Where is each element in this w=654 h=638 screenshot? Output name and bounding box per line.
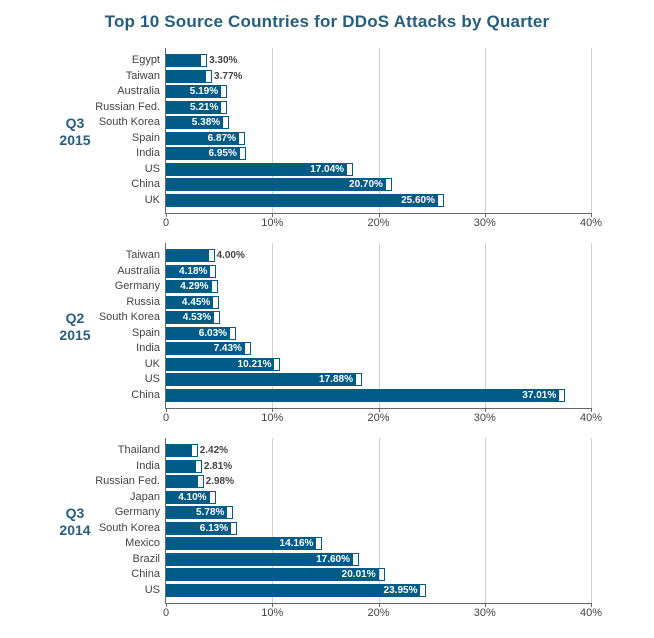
bar-outline bbox=[166, 249, 215, 262]
plot-area: 010%20%30%40%Taiwan4.00%4.18%Australia4.… bbox=[165, 243, 591, 409]
x-tick-label: 20% bbox=[367, 412, 389, 424]
category-label: UK bbox=[145, 358, 160, 371]
x-tick-label: 40% bbox=[580, 607, 602, 619]
category-label: South Korea bbox=[99, 522, 160, 535]
category-label: South Korea bbox=[99, 116, 160, 129]
gridline bbox=[591, 438, 592, 603]
category-label: China bbox=[131, 178, 160, 191]
category-label: Taiwan bbox=[126, 249, 160, 262]
bar-outline bbox=[166, 373, 362, 386]
gridline bbox=[379, 243, 380, 408]
bar-outline bbox=[166, 178, 392, 191]
category-label: China bbox=[131, 568, 160, 581]
value-label: 2.42% bbox=[200, 444, 228, 457]
category-label: Germany bbox=[115, 506, 160, 519]
plot-area: 010%20%30%40%Egypt3.30%Taiwan3.77%5.19%A… bbox=[165, 48, 591, 214]
category-label: US bbox=[145, 584, 160, 597]
category-label: US bbox=[145, 373, 160, 386]
bar-outline bbox=[166, 327, 236, 340]
bar-outline bbox=[166, 311, 220, 324]
panel-label: Q22015 bbox=[45, 310, 105, 345]
gridline bbox=[591, 243, 592, 408]
bar-outline bbox=[166, 101, 227, 114]
bar-outline bbox=[166, 85, 227, 98]
category-label: Russia bbox=[126, 296, 160, 309]
x-tick-label: 20% bbox=[367, 607, 389, 619]
x-tick-label: 40% bbox=[580, 412, 602, 424]
panel-2: Q32014010%20%30%40%Thailand2.42%India2.8… bbox=[0, 438, 654, 625]
category-label: China bbox=[131, 389, 160, 402]
category-label: Japan bbox=[130, 491, 160, 504]
category-label: Thailand bbox=[118, 444, 160, 457]
plot-area: 010%20%30%40%Thailand2.42%India2.81%Russ… bbox=[165, 438, 591, 604]
value-label: 2.98% bbox=[206, 475, 234, 488]
x-tick-label: 0 bbox=[163, 217, 169, 229]
bar-outline bbox=[166, 116, 229, 129]
bar-outline bbox=[166, 132, 245, 145]
bar-outline bbox=[166, 342, 251, 355]
bar-outline bbox=[166, 475, 204, 488]
category-label: Russian Fed. bbox=[95, 101, 160, 114]
category-label: India bbox=[136, 147, 160, 160]
category-label: Australia bbox=[117, 265, 160, 278]
value-label: 3.30% bbox=[209, 54, 237, 67]
bar-outline bbox=[166, 358, 280, 371]
bar-outline bbox=[166, 70, 212, 83]
panel-label: Q32014 bbox=[45, 505, 105, 540]
chart-title: Top 10 Source Countries for DDoS Attacks… bbox=[0, 0, 654, 32]
bar-outline bbox=[166, 553, 359, 566]
category-label: India bbox=[136, 342, 160, 355]
bar-outline bbox=[166, 265, 216, 278]
category-label: Mexico bbox=[125, 537, 160, 550]
value-label: 3.77% bbox=[214, 70, 242, 83]
bar-outline bbox=[166, 194, 444, 207]
x-tick-label: 20% bbox=[367, 217, 389, 229]
category-label: India bbox=[136, 460, 160, 473]
category-label: Egypt bbox=[132, 54, 160, 67]
category-label: South Korea bbox=[99, 311, 160, 324]
x-tick-label: 30% bbox=[474, 217, 496, 229]
category-label: Spain bbox=[132, 327, 160, 340]
bar-outline bbox=[166, 506, 233, 519]
bar-outline bbox=[166, 163, 353, 176]
panel-label: Q32015 bbox=[45, 115, 105, 150]
x-tick-label: 10% bbox=[261, 607, 283, 619]
x-tick-label: 40% bbox=[580, 217, 602, 229]
x-tick-label: 30% bbox=[474, 412, 496, 424]
bar-outline bbox=[166, 444, 198, 457]
x-tick-label: 0 bbox=[163, 607, 169, 619]
bar-outline bbox=[166, 280, 218, 293]
panel-0: Q32015010%20%30%40%Egypt3.30%Taiwan3.77%… bbox=[0, 48, 654, 235]
category-label: Brazil bbox=[132, 553, 160, 566]
bar-outline bbox=[166, 54, 207, 67]
bar-outline bbox=[166, 460, 202, 473]
bar-outline bbox=[166, 522, 237, 535]
x-tick-label: 10% bbox=[261, 412, 283, 424]
x-tick-label: 0 bbox=[163, 412, 169, 424]
category-label: Russian Fed. bbox=[95, 475, 160, 488]
category-label: Spain bbox=[132, 132, 160, 145]
category-label: UK bbox=[145, 194, 160, 207]
panel-1: Q22015 010%20%30%40%Taiwan4.00%4.18%Austr… bbox=[0, 243, 654, 430]
bar-outline bbox=[166, 147, 246, 160]
bar-outline bbox=[166, 389, 565, 402]
gridline bbox=[485, 438, 486, 603]
bar-outline bbox=[166, 491, 216, 504]
x-tick-label: 10% bbox=[261, 217, 283, 229]
category-label: Australia bbox=[117, 85, 160, 98]
bar-outline bbox=[166, 584, 426, 597]
x-tick-label: 30% bbox=[474, 607, 496, 619]
bar-outline bbox=[166, 568, 385, 581]
value-label: 4.00% bbox=[217, 249, 245, 262]
bar-outline bbox=[166, 537, 322, 550]
category-label: Taiwan bbox=[126, 70, 160, 83]
gridline bbox=[485, 48, 486, 213]
gridline bbox=[591, 48, 592, 213]
gridline bbox=[485, 243, 486, 408]
category-label: US bbox=[145, 163, 160, 176]
value-label: 2.81% bbox=[204, 460, 232, 473]
bar-outline bbox=[166, 296, 219, 309]
category-label: Germany bbox=[115, 280, 160, 293]
